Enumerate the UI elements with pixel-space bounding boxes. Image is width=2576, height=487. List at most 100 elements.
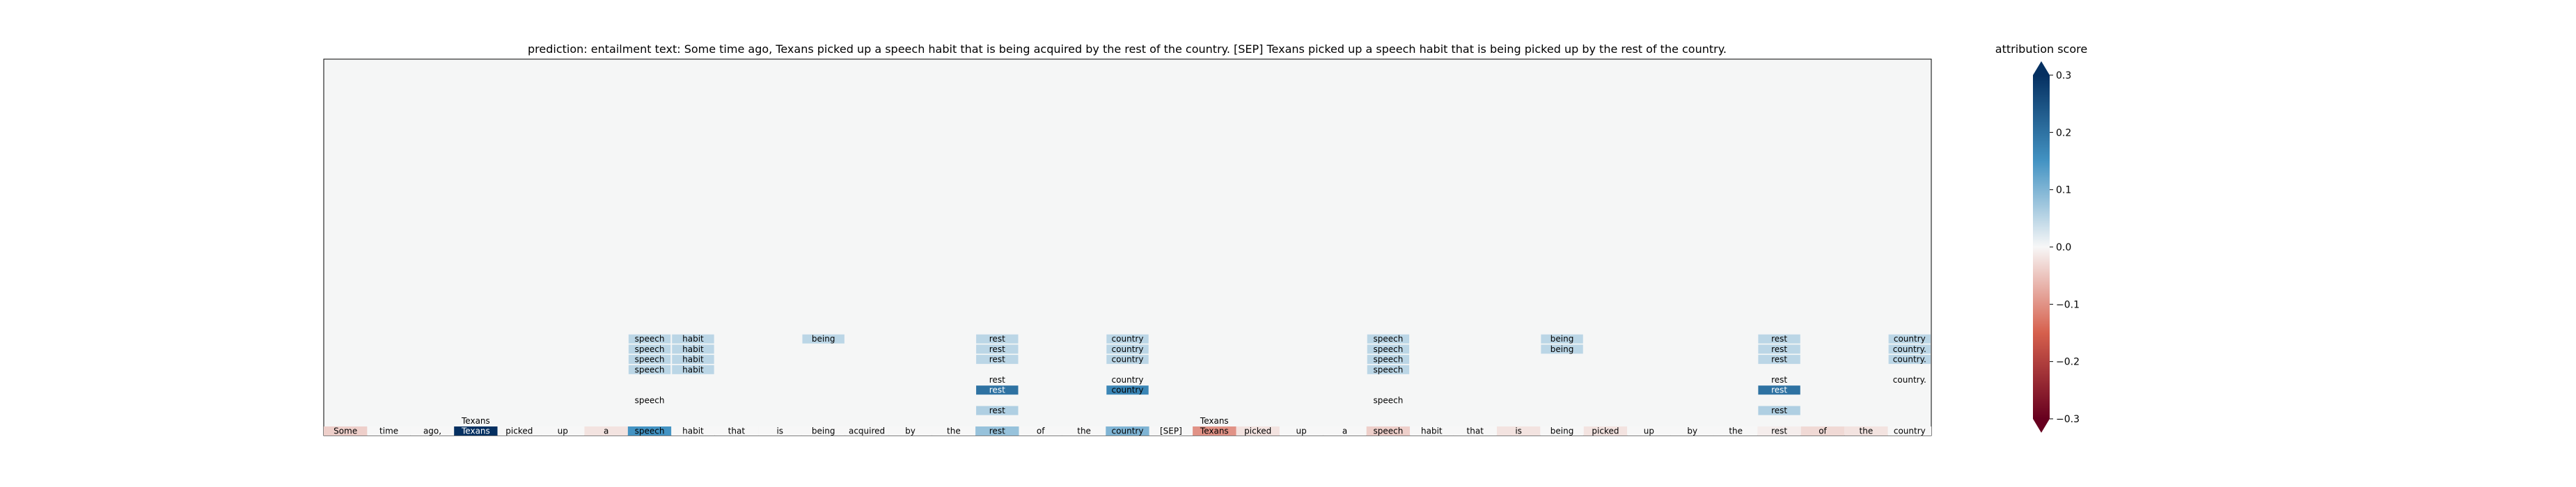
colorbar-tick-label: 0.1: [2056, 185, 2071, 196]
token-cell: [1019, 426, 1062, 436]
token-cell: [845, 426, 889, 436]
annotation-cell: [1758, 355, 1800, 365]
annotation-cell: [1367, 365, 1410, 374]
annotation-cell: [1106, 385, 1149, 395]
annotation-cell: [1367, 344, 1410, 354]
annotation-label: Texans: [461, 416, 490, 426]
token-label: speech: [635, 426, 665, 436]
annotation-cell: [976, 406, 1019, 415]
token-label: the: [1860, 426, 1874, 436]
token-cell: [627, 426, 672, 436]
token-cell: [367, 426, 411, 436]
annotation-layer: speechspeechspeechspeechspeechhabithabit…: [461, 334, 1931, 426]
annotation-cell: [1758, 334, 1800, 344]
colorbar-gradient: [2033, 75, 2050, 419]
token-label: rest: [989, 426, 1005, 436]
annotation-label: habit: [682, 365, 704, 374]
token-cell: [1540, 426, 1584, 436]
annotation-cell: [1367, 334, 1410, 344]
token-cell: [1887, 426, 1931, 436]
annotation-cell: [628, 344, 671, 354]
token-cell: [932, 426, 976, 436]
annotation-label: rest: [1771, 385, 1787, 395]
annotation-label: habit: [682, 355, 704, 365]
token-cell: [1236, 426, 1280, 436]
annotation-label: rest: [1771, 334, 1787, 344]
token-cell: [324, 426, 368, 436]
annotation-label: rest: [1771, 355, 1787, 365]
token-cell: [1453, 426, 1497, 436]
token-cell: [1366, 426, 1411, 436]
annotation-label: being: [812, 334, 835, 344]
token-cell: [1627, 426, 1671, 436]
annotation-label: speech: [1374, 334, 1404, 344]
annotation-label: country.: [1893, 344, 1926, 354]
token-cell: [1106, 426, 1149, 436]
token-cell: [1844, 426, 1888, 436]
token-cell: [1496, 426, 1541, 436]
token-label: Texans: [1200, 426, 1229, 436]
token-label: country: [1894, 426, 1926, 436]
token-cell: [1670, 426, 1714, 436]
token-label: that: [1467, 426, 1484, 436]
token-cell: [1583, 426, 1628, 436]
token-cell: [410, 426, 455, 436]
annotation-label: country.: [1893, 375, 1926, 385]
token-cell: [1713, 426, 1758, 436]
annotation-cell: [1888, 334, 1931, 344]
annotation-cell: [976, 334, 1019, 344]
token-cell: [1410, 426, 1454, 436]
annotation-cell: [1758, 344, 1800, 354]
annotation-label: rest: [989, 375, 1005, 385]
annotation-label: habit: [682, 334, 704, 344]
token-label: rest: [1771, 426, 1787, 436]
annotation-label: rest: [1771, 344, 1787, 354]
annotation-cell: [1888, 355, 1931, 365]
token-cell: [541, 426, 585, 436]
token-label: country: [1112, 426, 1144, 436]
annotation-cell: [628, 355, 671, 365]
annotation-label: rest: [989, 355, 1005, 365]
token-cell: [454, 426, 498, 436]
token-label: speech: [1374, 426, 1404, 436]
colorbar-label: attribution score: [1995, 42, 2087, 56]
token-cell: [497, 426, 542, 436]
token-label: the: [1077, 426, 1091, 436]
annotation-cell: [628, 365, 671, 374]
token-cell: [714, 426, 759, 436]
token-cell: [1279, 426, 1324, 436]
token-label: Some: [333, 426, 357, 436]
colorbar-tick-label: 0.2: [2056, 127, 2071, 138]
token-label: habit: [682, 426, 704, 436]
token-cell: [1193, 426, 1236, 436]
annotation-cell: [1758, 406, 1800, 415]
annotation-cell: [672, 355, 714, 365]
token-label: is: [776, 426, 783, 436]
annotation-label: speech: [635, 355, 665, 365]
token-label: [SEP]: [1160, 426, 1182, 436]
annotation-label: country.: [1893, 355, 1926, 365]
annotation-label: rest: [989, 385, 1005, 395]
annotation-label: speech: [635, 365, 665, 374]
token-cell: [888, 426, 932, 436]
plot-area: [323, 58, 1932, 436]
colorbar-tick-label: 0.3: [2056, 70, 2071, 81]
annotation-cell: [672, 365, 714, 374]
token-label: up: [558, 426, 568, 436]
annotation-cell: [1367, 355, 1410, 365]
token-label: is: [1515, 426, 1522, 436]
annotation-label: being: [1550, 344, 1574, 354]
token-label: a: [604, 426, 608, 436]
token-cell: [801, 426, 845, 436]
annotation-label: speech: [635, 395, 665, 405]
annotation-label: country: [1112, 334, 1144, 344]
chart-title: prediction: entailment text: Some time a…: [528, 42, 1727, 56]
token-label: up: [1296, 426, 1307, 436]
annotation-label: rest: [989, 406, 1005, 415]
annotation-cell: [976, 385, 1019, 395]
annotation-label: country: [1112, 344, 1144, 354]
token-label: Texans: [461, 426, 490, 436]
colorbar-extend-max: [2033, 61, 2050, 75]
annotation-cell: [1541, 344, 1583, 354]
colorbar-tick-label: 0.0: [2056, 242, 2071, 253]
